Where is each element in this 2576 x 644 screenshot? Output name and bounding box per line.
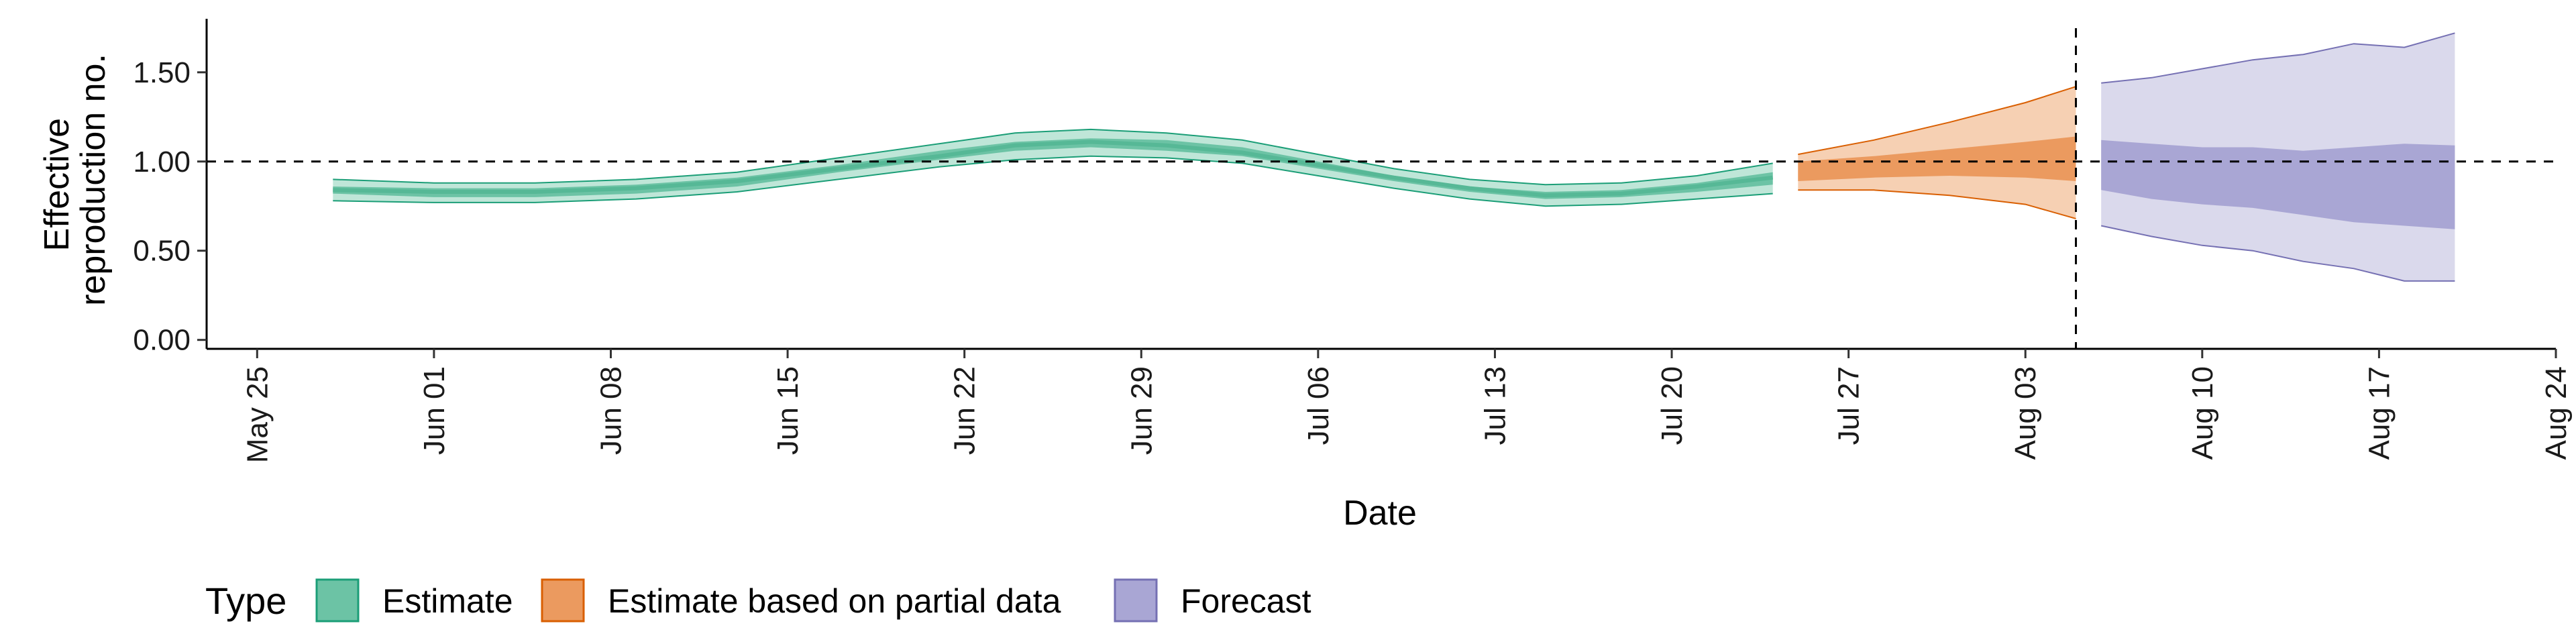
- y-ticks: 0.00 0.50 1.00 1.50: [133, 56, 207, 357]
- series-estimate: [333, 128, 1774, 207]
- band-outer-upper-edge-estimate: [333, 128, 1773, 186]
- x-tick-label: Jun 29: [1125, 366, 1158, 455]
- x-tick-label: Jun 01: [418, 366, 451, 455]
- band-outer-lower-edge-estimate: [333, 155, 1773, 207]
- legend-title: Type: [205, 580, 286, 622]
- x-tick-label: Jul 13: [1479, 366, 1512, 445]
- x-tick-label: Jul 06: [1302, 366, 1335, 445]
- legend-label-partial: Estimate based on partial data: [608, 582, 1061, 620]
- y-tick-label: 0.00: [133, 324, 191, 357]
- legend-swatch-partial: [541, 578, 585, 623]
- chart-axes: [205, 19, 2556, 350]
- y-tick-label: 1.00: [133, 146, 191, 178]
- x-tick-label: Jun 22: [949, 366, 981, 455]
- x-tick-label: Jul 27: [1833, 366, 1866, 445]
- x-tick-label: Jun 08: [595, 366, 628, 455]
- y-tick-label: 1.50: [133, 56, 191, 89]
- x-tick-label: Aug 17: [2363, 366, 2396, 460]
- x-tick-label: Jul 20: [1656, 366, 1688, 445]
- x-tick-label: May 25: [241, 366, 274, 463]
- band-outer-upper-edge-estimate-based-on-partial-data: [1798, 86, 2076, 156]
- x-tick-label: Aug 24: [2540, 366, 2573, 460]
- median-line-estimate: [333, 140, 1774, 198]
- reference-lines: [207, 28, 2556, 349]
- x-axis-title: Date: [1343, 494, 1417, 533]
- chart-bands: [333, 32, 2455, 282]
- x-tick-label: Aug 10: [2186, 366, 2219, 460]
- series-estimate-based-on-partial-data: [1798, 86, 2076, 219]
- band-outer-lower-edge-forecast: [2100, 225, 2455, 282]
- band-inner-forecast: [2101, 140, 2455, 229]
- x-ticks: May 25 Jun 01 Jun 08 Jun 15 Jun 22 Jun 29 Jul …: [241, 349, 2573, 463]
- band-inner-estimate-based-on-partial-data: [1798, 136, 2076, 181]
- y-axis-title: Effective reproduction no.: [38, 54, 113, 306]
- x-tick-label: Jun 15: [771, 366, 804, 455]
- x-tick-label: Aug 03: [2009, 366, 2042, 460]
- y-axis-title-line-1: Effective: [38, 118, 76, 251]
- y-tick-label: 0.50: [133, 235, 191, 268]
- legend-label-estimate: Estimate: [382, 582, 513, 620]
- series-forecast: [2100, 32, 2455, 282]
- band-outer-upper-edge-forecast: [2101, 32, 2455, 84]
- y-axis-title-line-2: reproduction no.: [74, 54, 113, 306]
- legend-swatch-estimate: [315, 578, 360, 623]
- legend-label-forecast: Forecast: [1181, 582, 1311, 620]
- legend-swatch-forecast: [1114, 578, 1158, 623]
- legend: Type Estimate Estimate based on partial …: [205, 578, 1311, 623]
- band-outer-lower-edge-estimate-based-on-partial-data: [1798, 189, 2076, 219]
